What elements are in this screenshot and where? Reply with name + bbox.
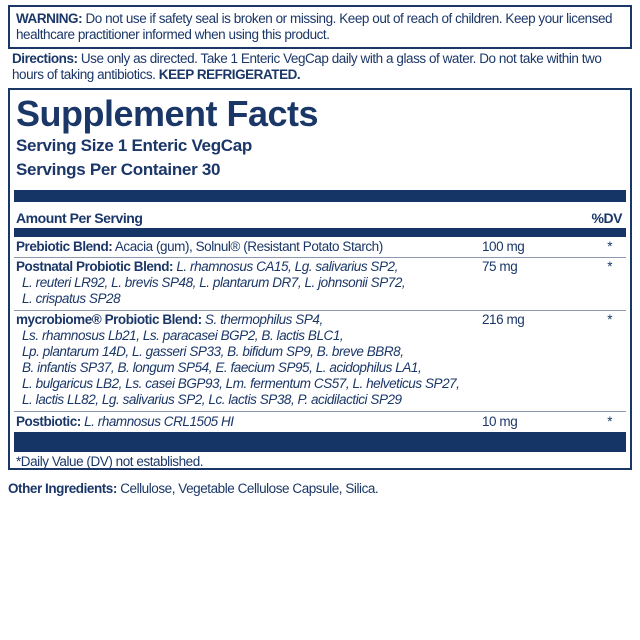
directions-text: Use only as directed. Take 1 Enteric Veg… — [12, 51, 602, 82]
row-label: Postbiotic: — [16, 414, 81, 429]
row-label: mycrobiome® Probiotic Blend: — [16, 312, 202, 327]
row-text: L. rhamnosus CRL1505 HI — [80, 414, 234, 429]
row-text-line: Ls. rhamnosus Lb21, Ls. paracasei BGP2, … — [22, 328, 344, 343]
row-text-line: L. bulgaricus LB2, Ls. casei BGP93, Lm. … — [22, 376, 460, 391]
row-amount: 10 mg — [482, 414, 518, 429]
table-row: mycrobiome® Probiotic Blend: S. thermoph… — [14, 312, 626, 412]
row-text-line: Lp. plantarum 14D, L. gasseri SP33, B. b… — [22, 344, 404, 359]
table-row: Postnatal Probiotic Blend: L. rhamnosus … — [14, 259, 626, 311]
row-text: S. thermophilus SP4, — [201, 312, 323, 327]
footnote: *Daily Value (DV) not established. — [16, 454, 204, 469]
row-amount: 75 mg — [482, 259, 518, 274]
facts-title: Supplement Facts — [16, 93, 319, 134]
directions-label: Directions: — [12, 51, 78, 66]
row-text: Acacia (gum), Solnul® (Resistant Potato … — [112, 239, 383, 254]
row-label: Postnatal Probiotic Blend: — [16, 259, 174, 274]
other-ingredients-text: Cellulose, Vegetable Cellulose Capsule, … — [116, 481, 379, 496]
row-text-line: L. reuteri LR92, L. brevis SP48, L. plan… — [22, 275, 406, 290]
warning-box: WARNING: Do not use if safety seal is br… — [8, 5, 632, 49]
divider-bar — [14, 190, 626, 202]
serving-size: Serving Size 1 Enteric VegCap — [16, 136, 253, 155]
directions: Directions: Use only as directed. Take 1… — [12, 51, 628, 83]
table-row: Prebiotic Blend: Acacia (gum), Solnul® (… — [14, 239, 626, 258]
supplement-facts-panel: Supplement Facts Serving Size 1 Enteric … — [8, 88, 632, 470]
other-ingredients: Other Ingredients: Cellulose, Vegetable … — [8, 481, 379, 497]
table-row: Postbiotic: L. rhamnosus CRL1505 HI 10 m… — [14, 414, 626, 433]
divider-bar — [14, 228, 626, 237]
column-header: Amount Per Serving %DV — [16, 210, 622, 226]
row-text-line: B. infantis SP37, B. longum SP54, E. fae… — [22, 360, 422, 375]
row-amount: 100 mg — [482, 239, 525, 254]
row-label: Prebiotic Blend: — [16, 239, 113, 254]
row-dv: * — [607, 312, 612, 327]
refrigerate-note: KEEP REFRIGERATED. — [158, 67, 301, 82]
amount-header: Amount Per Serving — [16, 210, 143, 226]
row-amount: 216 mg — [482, 312, 525, 327]
warning-label: WARNING: — [16, 11, 83, 26]
servings-per-container: Servings Per Container 30 — [16, 160, 221, 179]
row-text-line: L. crispatus SP28 — [22, 291, 121, 306]
row-dv: * — [607, 239, 612, 254]
divider-bar — [14, 432, 626, 452]
row-text-line: L. lactis LL82, Lg. salivarius SP2, Lc. … — [22, 392, 402, 407]
other-ingredients-label: Other Ingredients: — [8, 481, 117, 496]
row-dv: * — [607, 414, 612, 429]
row-dv: * — [607, 259, 612, 274]
dv-header: %DV — [591, 210, 622, 226]
row-text: L. rhamnosus CA15, Lg. salivarius SP2, — [173, 259, 398, 274]
warning-text: Do not use if safety seal is broken or m… — [16, 11, 613, 42]
